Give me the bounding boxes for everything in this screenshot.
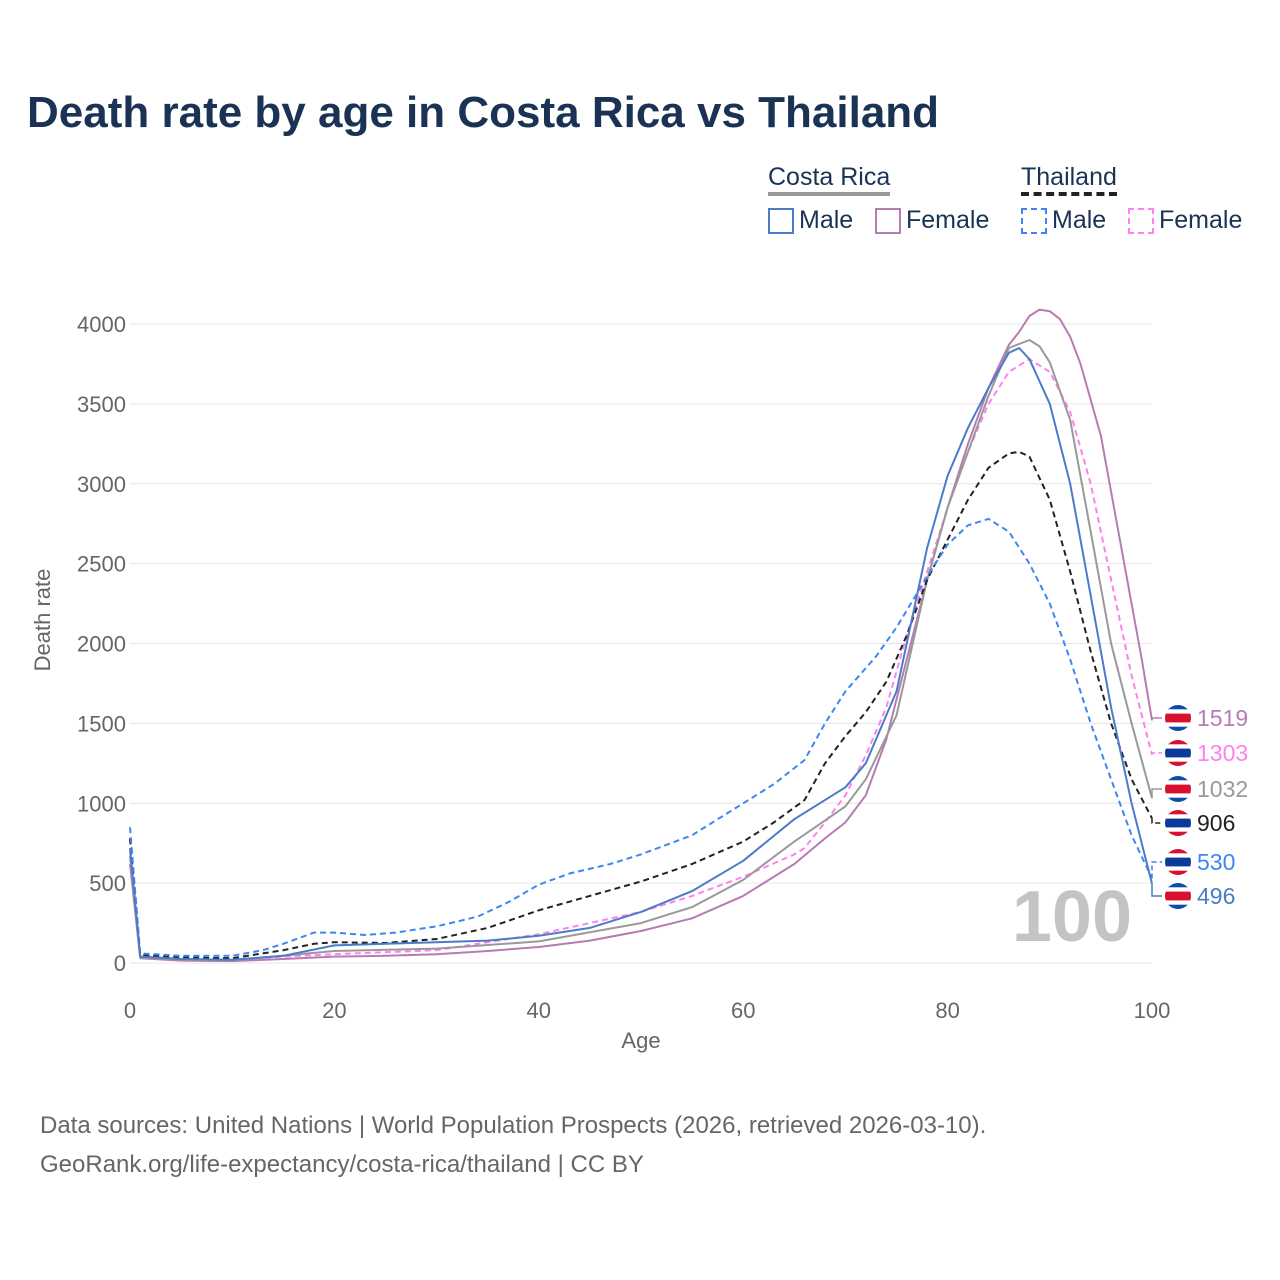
legend-item-cr-male[interactable]: Male [768, 206, 853, 235]
thailand-flag-icon [1165, 849, 1191, 875]
legend-item-th-male[interactable]: Male [1021, 206, 1106, 235]
end-value-label: 1032 [1197, 776, 1248, 802]
end-value-label: 1303 [1197, 740, 1248, 766]
label-connector [1151, 752, 1162, 755]
y-tick-label: 4000 [77, 312, 126, 337]
end-value-label: 1519 [1197, 705, 1248, 731]
source-note: Data sources: United Nations | World Pop… [40, 1106, 986, 1184]
legend-item-th-female[interactable]: Female [1128, 206, 1242, 235]
series-line [129, 339, 1153, 962]
label-connector [1151, 861, 1162, 879]
costa-rica-flag-icon [1165, 776, 1191, 802]
age-watermark: 100 [1012, 877, 1132, 957]
end-value-label: 906 [1197, 810, 1235, 836]
legend-label: Female [906, 206, 990, 234]
legend-swatch [768, 207, 794, 234]
y-tick-label: 1000 [77, 791, 126, 816]
label-connector [1151, 818, 1162, 824]
y-tick-label: 2500 [77, 552, 126, 577]
chart-title: Death rate by age in Costa Rica vs Thail… [27, 88, 940, 137]
legend-group-thailand: Thailand [1021, 163, 1117, 196]
legend-label: Male [799, 206, 854, 234]
legend-label: Male [1052, 206, 1107, 234]
y-tick-label: 0 [114, 951, 126, 976]
source-link[interactable]: GeoRank.org/life-expectancy/costa-rica/t… [40, 1151, 644, 1178]
x-tick-label: 20 [322, 998, 346, 1023]
x-axis-label: Age [621, 1028, 660, 1053]
legend-swatch [1021, 207, 1047, 234]
legend-label: Female [1159, 206, 1243, 234]
legend-swatch [875, 207, 901, 234]
legend-item-cr-female[interactable]: Female [875, 206, 989, 235]
x-tick-label: 40 [527, 998, 551, 1023]
end-value-label: 530 [1197, 849, 1235, 875]
y-axis-label: Death rate [30, 569, 55, 672]
series-line [129, 308, 1153, 963]
series-line [129, 450, 1153, 960]
y-tick-label: 3000 [77, 472, 126, 497]
series-line [129, 347, 1153, 961]
label-connector [1151, 883, 1162, 897]
y-tick-label: 500 [89, 871, 126, 896]
costa-rica-flag-icon [1165, 883, 1191, 909]
y-tick-label: 3500 [77, 392, 126, 417]
source-line: Data sources: United Nations | World Pop… [40, 1112, 987, 1139]
thailand-flag-icon [1165, 810, 1191, 836]
x-tick-label: 80 [935, 998, 959, 1023]
end-value-label: 496 [1197, 883, 1235, 909]
series-line [129, 358, 1153, 961]
x-tick-label: 0 [124, 998, 136, 1023]
x-tick-label: 60 [731, 998, 755, 1023]
y-tick-label: 1500 [77, 711, 126, 736]
y-tick-label: 2000 [77, 632, 126, 657]
series-line [129, 517, 1153, 957]
legend-group-costa-rica: Costa Rica [768, 163, 891, 196]
label-connector [1151, 788, 1162, 799]
legend-swatch [1128, 207, 1154, 234]
x-tick-label: 100 [1134, 998, 1171, 1023]
costa-rica-flag-icon [1165, 705, 1191, 731]
label-connector [1151, 717, 1162, 721]
thailand-flag-icon [1165, 740, 1191, 766]
